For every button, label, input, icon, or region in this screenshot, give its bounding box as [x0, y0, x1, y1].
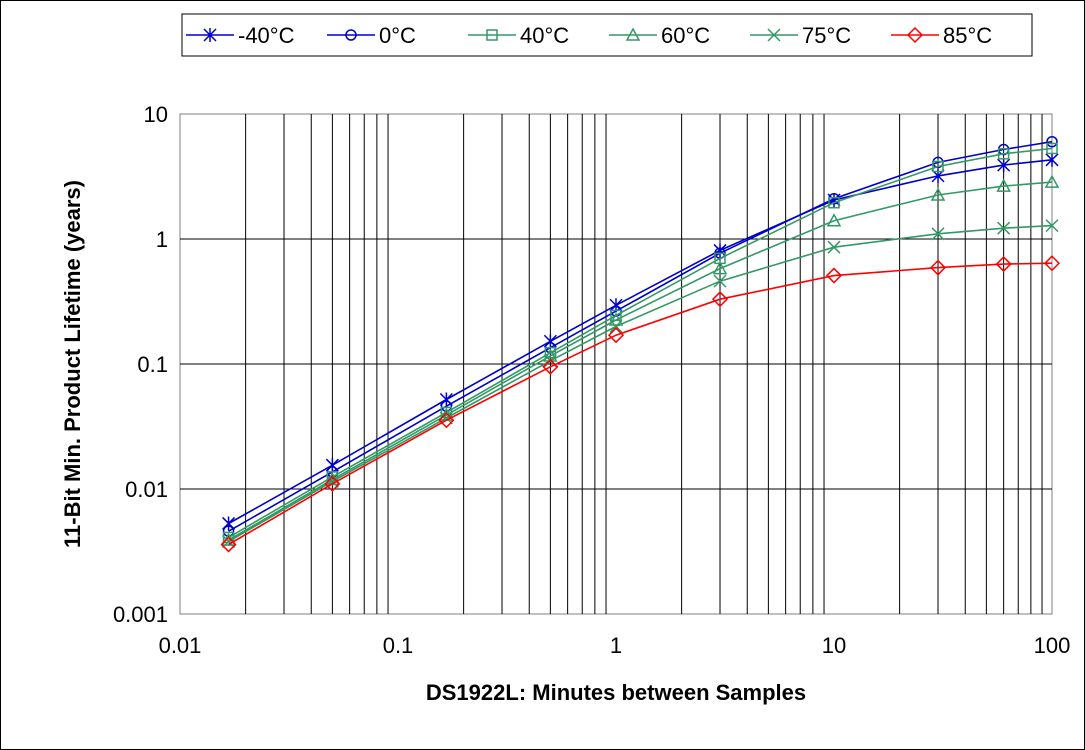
legend-marker	[486, 29, 498, 41]
data-point	[1046, 142, 1058, 155]
series-line	[228, 181, 1053, 541]
data-point	[438, 412, 455, 429]
data-point	[222, 525, 235, 537]
series-6	[220, 255, 1061, 553]
data-point	[609, 319, 623, 333]
series-line	[228, 159, 1053, 525]
data-point	[932, 160, 944, 173]
data-point	[1045, 152, 1059, 167]
data-point	[542, 358, 559, 375]
data-point	[711, 291, 729, 308]
legend-marker	[625, 27, 641, 41]
x-tick-label: 100	[1034, 633, 1071, 658]
series-layer	[220, 135, 1061, 553]
data-point	[931, 227, 945, 241]
legend-marker	[203, 28, 217, 42]
data-point	[827, 240, 841, 254]
series-1	[222, 152, 1059, 531]
legend-entry: 60°C	[609, 23, 710, 48]
data-point	[996, 178, 1011, 192]
data-point	[929, 259, 947, 276]
y-tick-label: 10	[144, 102, 168, 127]
legend-label: 60°C	[661, 23, 710, 48]
legend-entry: 85°C	[891, 23, 992, 48]
data-point	[608, 312, 624, 326]
data-point	[222, 534, 236, 549]
legend-marker	[767, 28, 781, 42]
y-axis: 0.001 0.01 0.1 1 10	[113, 102, 168, 627]
series-line	[228, 147, 1053, 539]
legend-marker	[345, 29, 357, 41]
series-line	[228, 224, 1053, 543]
data-point	[997, 148, 1010, 160]
x-axis: 0.01 0.1 1 10 100	[159, 633, 1071, 658]
x-axis-title: DS1922L: Minutes between Samples	[426, 680, 806, 705]
legend-entry: 0°C	[327, 23, 416, 48]
y-tick-label: 1	[156, 227, 168, 252]
x-tick-label: 0.1	[383, 633, 414, 658]
data-point	[712, 261, 728, 275]
data-point	[997, 158, 1011, 173]
data-point	[930, 187, 946, 201]
y-tick-label: 0.1	[137, 352, 168, 377]
legend-entry: 75°C	[750, 23, 851, 48]
legend-label: -40°C	[238, 23, 295, 48]
y-tick-label: 0.001	[113, 602, 168, 627]
data-point	[828, 196, 840, 209]
data-point	[220, 536, 237, 553]
x-tick-label: 0.01	[159, 633, 202, 658]
grid-lines	[180, 114, 1052, 614]
x-tick-label: 10	[822, 633, 846, 658]
legend-entry: -40°C	[186, 23, 295, 48]
legend-marker	[906, 26, 924, 44]
legend-label: 85°C	[943, 23, 992, 48]
legend-box	[181, 13, 1033, 57]
data-point	[713, 274, 727, 288]
legend: -40°C 0°C 40°C 60°C 75°C 85°C	[181, 13, 1033, 57]
data-point	[713, 243, 727, 258]
series-line	[228, 140, 1053, 532]
data-point	[995, 256, 1012, 273]
legend-label: 75°C	[802, 23, 851, 48]
series-line	[228, 262, 1053, 546]
x-tick-label: 1	[610, 633, 622, 658]
legend-label: 0°C	[379, 23, 416, 48]
data-point	[324, 475, 341, 492]
data-point	[997, 221, 1011, 235]
y-tick-label: 0.01	[125, 477, 168, 502]
legend-entry: 40°C	[468, 23, 569, 48]
y-axis-title: 11-Bit Min. Product Lifetime (years)	[60, 180, 85, 548]
data-point	[1044, 174, 1060, 188]
data-point	[1046, 135, 1058, 148]
data-point	[607, 327, 625, 344]
plot-area	[179, 113, 1061, 615]
data-point	[440, 400, 453, 412]
data-point	[1043, 255, 1061, 272]
data-point	[825, 267, 843, 284]
data-point	[1045, 219, 1059, 233]
series-5	[222, 219, 1059, 549]
legend-label: 40°C	[520, 23, 569, 48]
data-point	[826, 213, 842, 227]
